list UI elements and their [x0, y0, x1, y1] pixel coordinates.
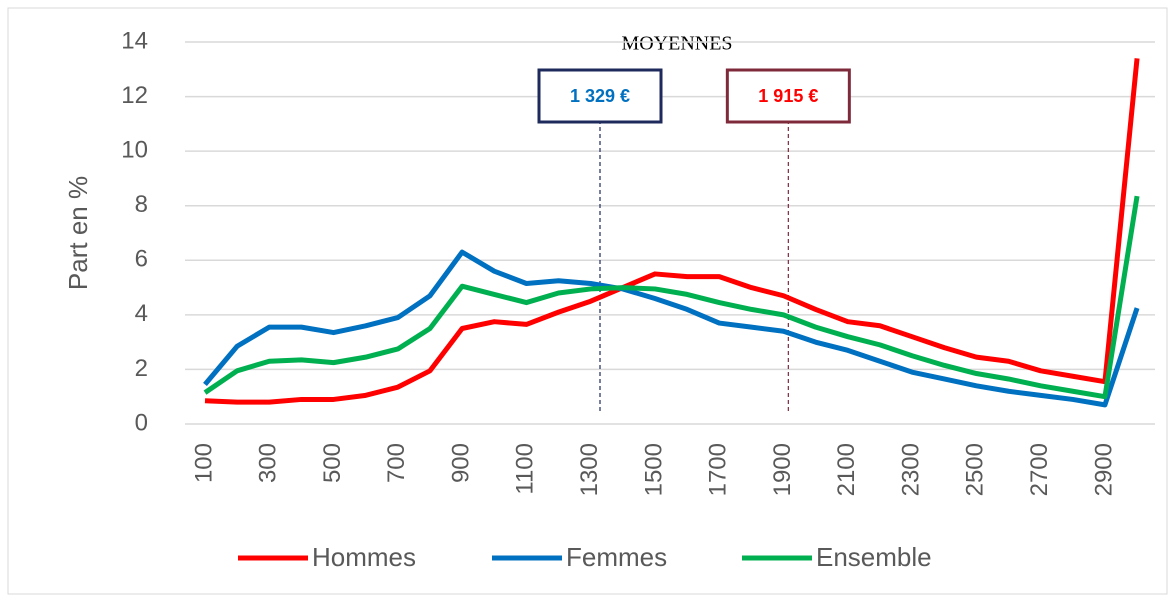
y-tick-label: 14: [121, 27, 148, 54]
y-tick-label: 2: [135, 355, 148, 382]
x-tick-label: 2100: [833, 443, 860, 496]
x-tick-label: 900: [447, 443, 474, 483]
annotation-title: MOYENNES: [621, 33, 732, 55]
x-tick-label: 2500: [962, 443, 989, 496]
annotation-label: 1 915 €: [758, 86, 818, 106]
x-tick-label: 100: [190, 443, 217, 483]
series-line: [203, 195, 1140, 400]
x-tick-label: 2300: [897, 443, 924, 496]
x-tick-label: 700: [383, 443, 410, 483]
legend-label: Femmes: [566, 542, 667, 572]
annotation-label: 1 329 €: [570, 86, 630, 106]
series-line: [204, 58, 1140, 405]
series-line: [203, 249, 1140, 408]
x-tick-label: 1900: [769, 443, 796, 496]
legend-label: Ensemble: [816, 542, 932, 572]
x-tick-label: 1300: [576, 443, 603, 496]
legend-label: Hommes: [312, 542, 416, 572]
x-tick-label: 300: [255, 443, 282, 483]
x-tick-label: 1100: [512, 443, 539, 495]
x-tick-label: 1500: [640, 443, 667, 496]
y-tick-label: 8: [135, 191, 148, 218]
annotation-box: [725, 68, 851, 124]
y-tick-label: 12: [121, 82, 148, 109]
x-tick-label: 2700: [1026, 443, 1053, 496]
x-tick-label: 1700: [705, 443, 732, 496]
y-tick-label: 10: [121, 136, 148, 163]
y-tick-label: 6: [135, 246, 148, 273]
x-tick-label: 500: [319, 443, 346, 483]
y-tick-label: 4: [135, 300, 148, 327]
x-tick-label: 2900: [1090, 443, 1117, 496]
y-axis-title: Part en %: [63, 176, 93, 290]
annotation-box: [537, 68, 663, 124]
y-tick-label: 0: [135, 409, 148, 436]
